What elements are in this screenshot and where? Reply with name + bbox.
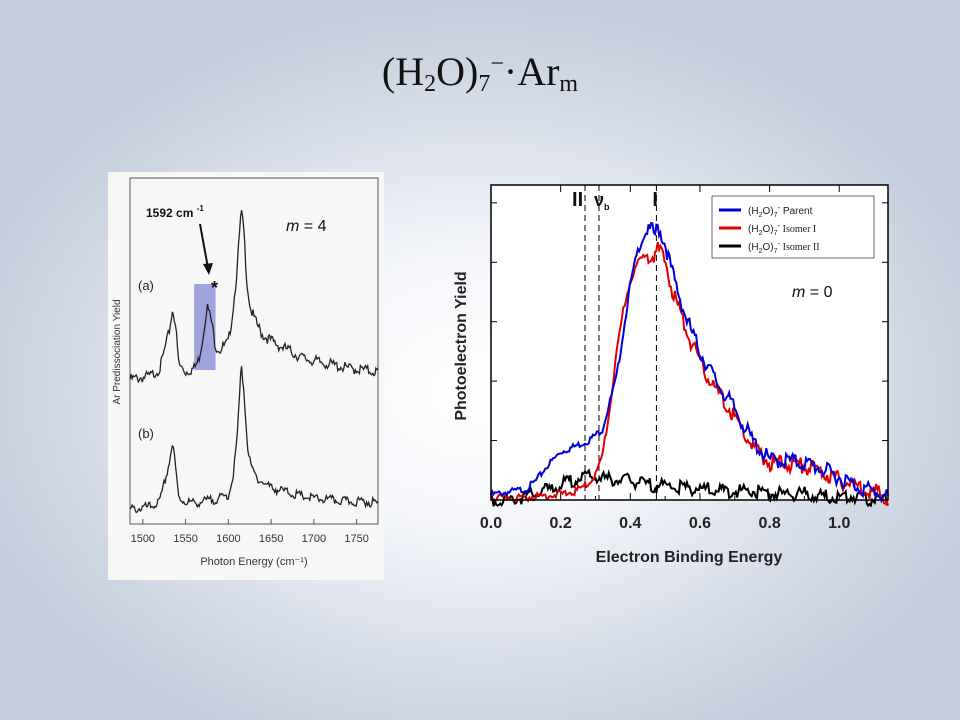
trace-a (129, 209, 379, 384)
legend-entry: (H2O)7- Parent (748, 203, 813, 219)
left-x-tick-label: 1650 (259, 533, 283, 545)
right-x-tick-label: 0.4 (619, 515, 641, 532)
right-x-axis-label: Electron Binding Energy (596, 549, 783, 566)
left-x-tick-label: 1600 (216, 533, 240, 545)
right-chart-svg: II νb I 0.0 0.2 0.4 0.6 0.8 1.0 Electron Bindin… (453, 184, 889, 566)
title-part: (H (381, 49, 425, 94)
left-chart-background (108, 172, 384, 580)
series-line-parent (490, 221, 889, 504)
m4-label: m = 4 (286, 218, 327, 235)
title-sub: 2 (424, 71, 437, 97)
legend-entry: (H2O)7- Isomer I (748, 221, 816, 237)
m0-label: m = 0 (792, 284, 833, 301)
marker-label: II (572, 189, 583, 211)
legend: (H2O)7- Parent (H2O)7- Isomer I (H2O)7- Is… (711, 195, 875, 259)
left-x-tick-label: 1700 (302, 533, 326, 545)
trace-b-label: (b) (138, 426, 154, 441)
legend-entry: (H2O)7- Isomer II (748, 239, 820, 255)
right-plot-frame (490, 184, 889, 501)
title-sub: 7 (478, 71, 491, 97)
peak-arrow-head (203, 263, 213, 275)
right-x-tick-label: 0.8 (758, 515, 780, 532)
right-x-tick-label: 0.0 (480, 515, 502, 532)
left-x-tick-label: 1550 (173, 533, 197, 545)
title-part: ·Ar (503, 49, 560, 94)
left-chart-svg: 1500 1550 1600 1650 1700 1750 Photon Energy (… (108, 172, 384, 580)
left-plot-frame (129, 177, 379, 525)
right-y-axis-label: Photoelectron Yield (453, 271, 470, 420)
right-pes-chart: II νb I 0.0 0.2 0.4 0.6 0.8 1.0 Electron Bindin… (440, 170, 910, 590)
title-sup: − (490, 51, 504, 77)
right-x-tick-label: 0.6 (689, 515, 711, 532)
left-y-axis-label: Ar Predissociation Yield (112, 299, 123, 404)
right-x-tick-label: 0.2 (550, 515, 572, 532)
right-x-tick-label: 1.0 (828, 515, 850, 532)
title-sub: m (559, 71, 579, 97)
left-x-tick-label: 1750 (344, 533, 368, 545)
trace-a-label: (a) (138, 278, 154, 293)
slide-title: (H2O)7−·Arm (0, 48, 960, 98)
series-line-isomer-i (490, 241, 889, 507)
trace-b (129, 366, 379, 514)
marker-label: I (652, 189, 658, 211)
peak-label: 1592 cm -1 (146, 204, 204, 220)
star-marker: * (211, 278, 218, 298)
title-part: O) (436, 49, 479, 94)
left-x-axis-label: Photon Energy (cm⁻¹) (200, 556, 307, 568)
peak-arrow-shaft (199, 223, 209, 269)
left-ir-chart: 1500 1550 1600 1650 1700 1750 Photon Energy (… (108, 172, 384, 580)
left-x-tick-label: 1500 (131, 533, 155, 545)
